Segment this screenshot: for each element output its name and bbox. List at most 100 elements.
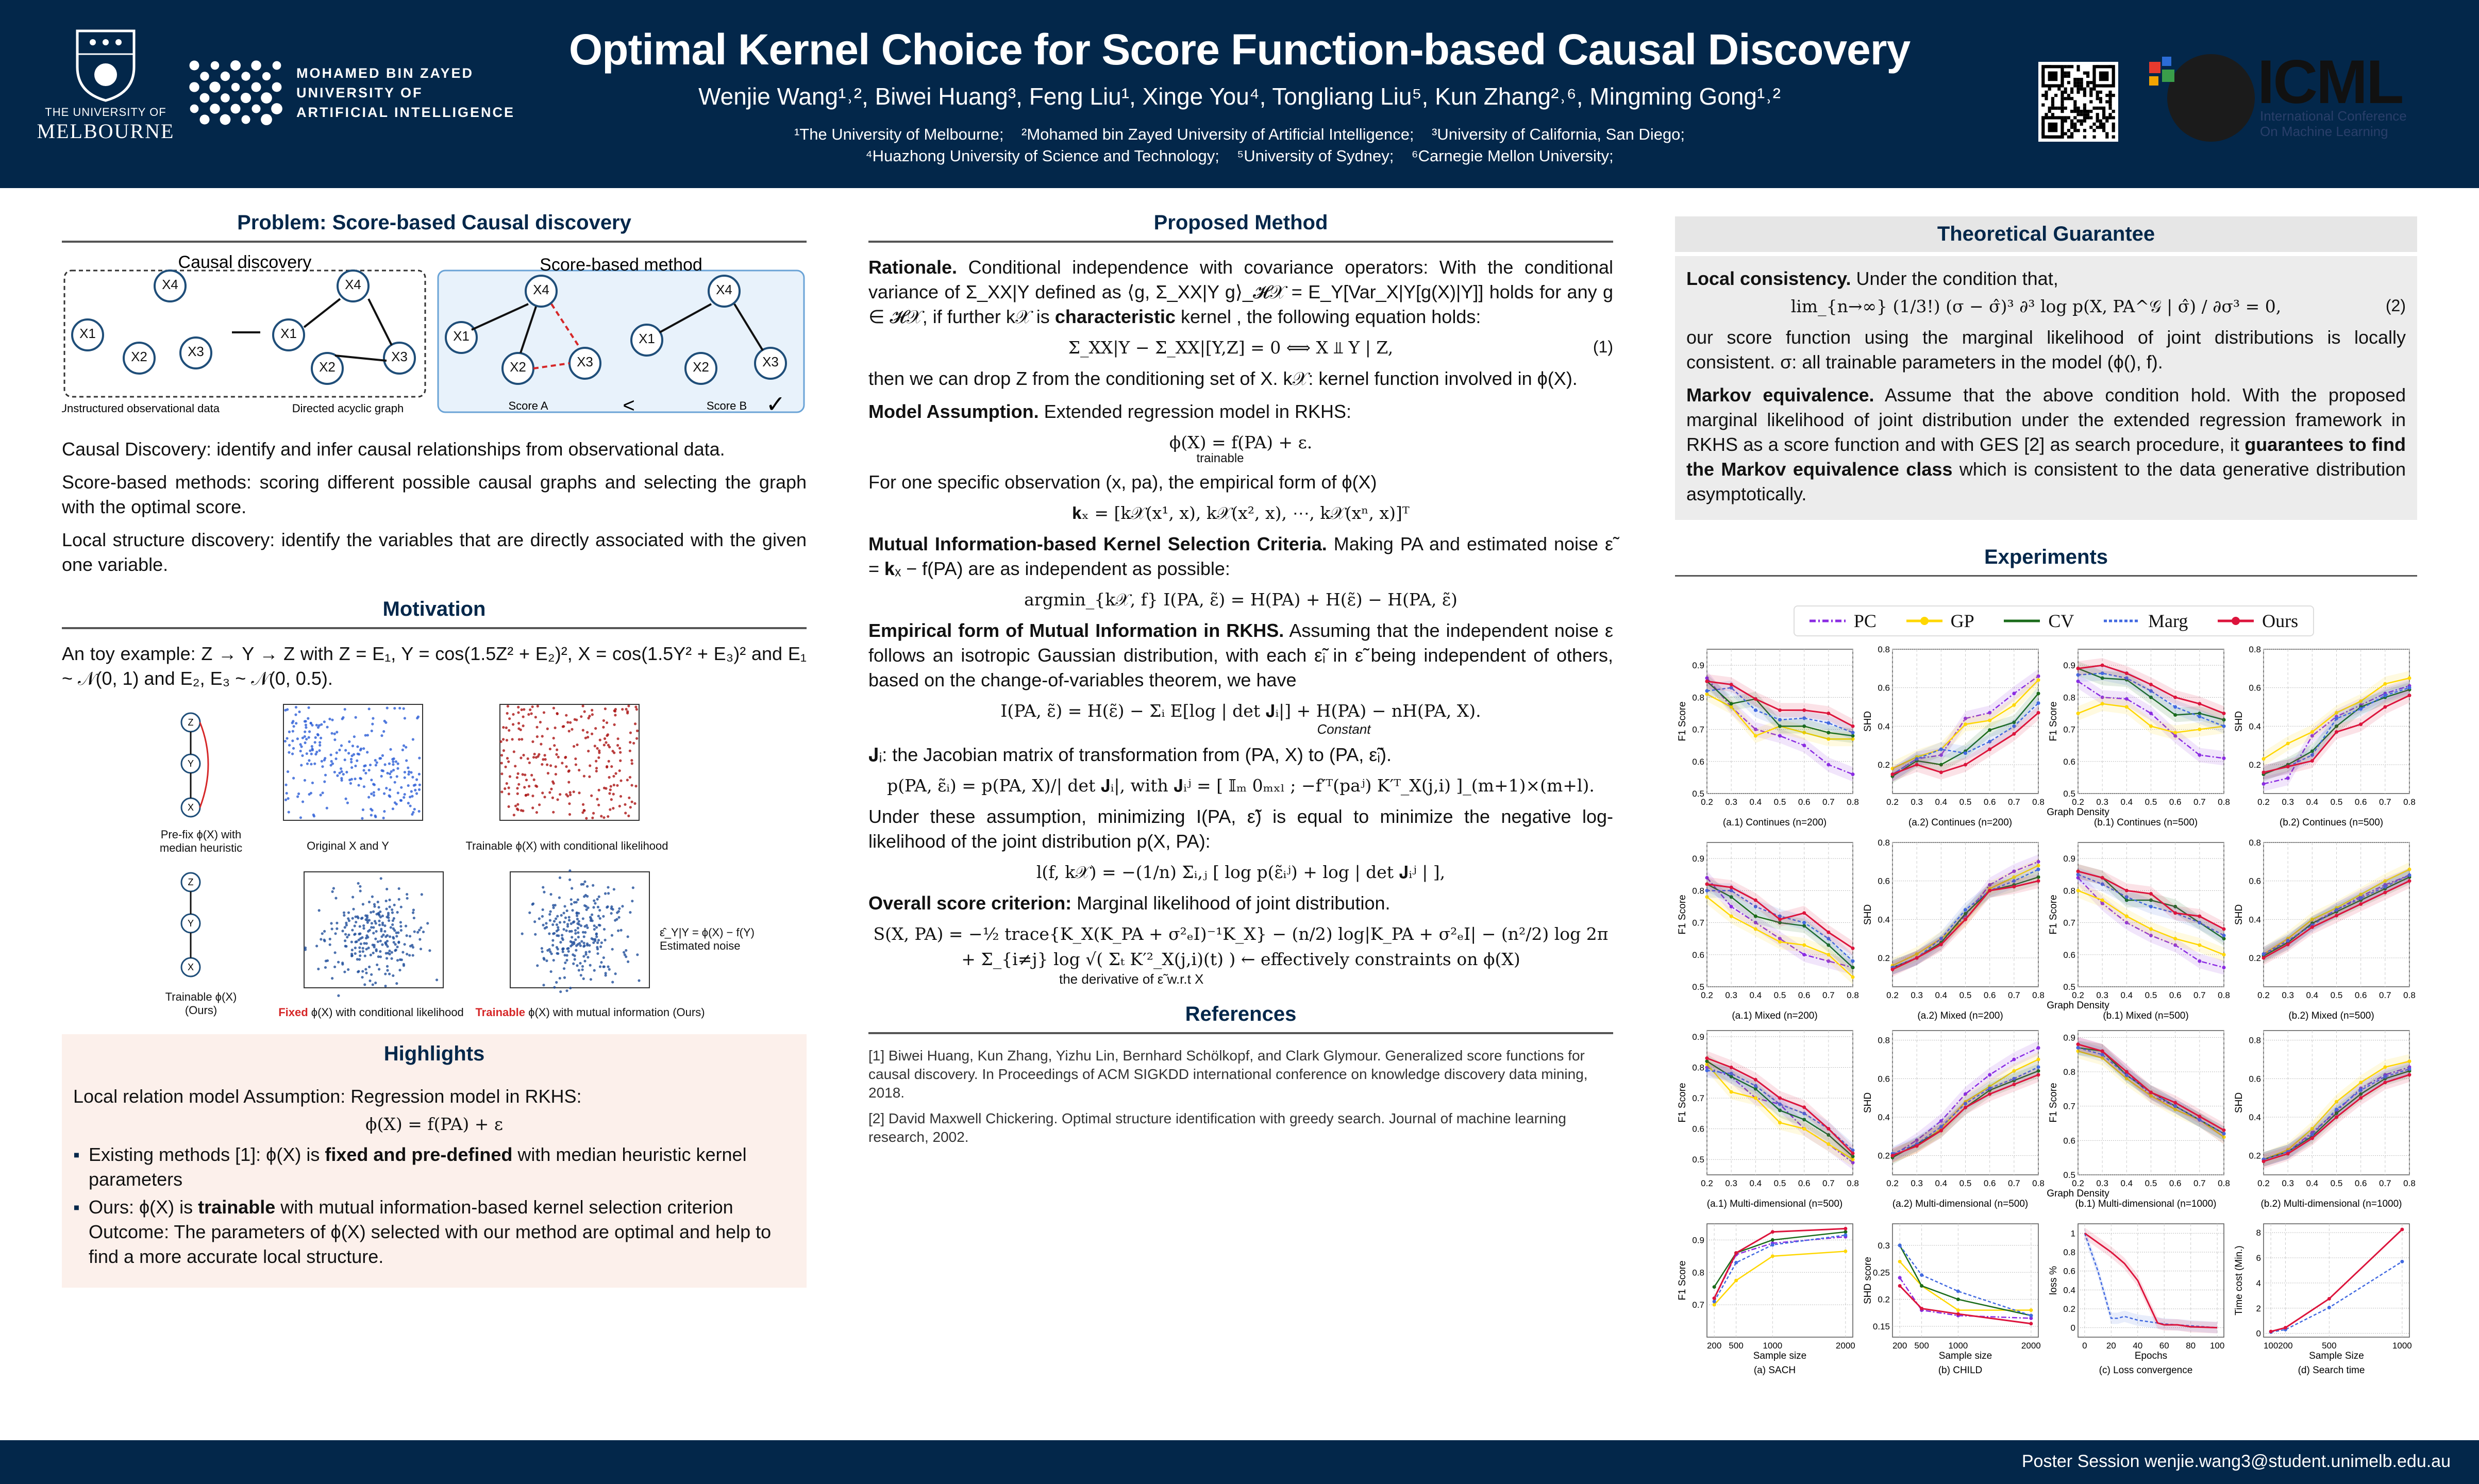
data-point-gp: [2335, 1100, 2338, 1104]
data-point-gp: [2383, 682, 2387, 686]
section-title-problem: Problem: Score-based Causal discovery: [62, 211, 807, 243]
data-point-marg: [2335, 716, 2338, 720]
data-point-marg: [2076, 673, 2080, 677]
chart-10: 0.2 0.3 0.4 0.5 0.6 0.7 0.8 0.5 0.6 0.7 0.8 0.9 F1 S…: [2047, 1030, 2230, 1209]
series-line-cv: [1714, 1231, 1846, 1288]
data-point-marg: [1964, 1102, 1967, 1106]
data-point-marg: [2400, 1259, 2404, 1263]
icml-subtitle-1: International Conference: [2260, 108, 2407, 124]
qr-code-icon[interactable]: [2038, 62, 2118, 142]
data-point-cv: [1939, 763, 1943, 767]
data-point-gp: [1851, 975, 1855, 979]
x-tick-label: 40: [2133, 1341, 2142, 1351]
mbz-line2: UNIVERSITY OF: [296, 85, 423, 100]
icml-logo: ICML International Conference On Machine …: [2139, 46, 2448, 149]
chart-caption: (a.2) Mixed (n=200): [1917, 1010, 2003, 1021]
nll-equation: l(f, k𝒳) = −(1/n) Σᵢ,ⱼ [ log p(ε̃ᵢʲ) + l…: [1036, 862, 1446, 882]
data-point-ours: [2198, 914, 2202, 918]
chart-12: 200 500 1000 2000 0.7 0.8 0.9 F1 Score Sample si…: [1677, 1223, 1855, 1376]
x-tick-label: 0.7: [2193, 990, 2206, 1000]
data-point-gp: [2173, 937, 2177, 941]
data-point-marg: [1851, 959, 1855, 963]
x-tick-label: 1000: [2392, 1341, 2412, 1351]
data-point-ours: [1753, 898, 1757, 902]
affiliations-line1: ¹The University of Melbourne; ²Mohamed b…: [794, 125, 1685, 143]
data-point-cv: [1920, 1284, 1924, 1288]
y-tick-label: 0.5: [2063, 789, 2075, 799]
data-point-ours: [1915, 763, 1919, 767]
label-trainable-mi: Trainable ϕ(X) with mutual information (…: [475, 1006, 705, 1019]
data-point-marg: [2173, 705, 2177, 709]
legend-item-ours: Ours: [2218, 610, 2298, 632]
chart-caption: (b.2) Continues (n=500): [2280, 817, 2383, 828]
x-tick-label: 0.6: [2355, 797, 2367, 807]
node-label: X2: [510, 359, 526, 375]
data-point-ours: [2383, 1081, 2387, 1085]
x-tick-label: 0.5: [2331, 1178, 2343, 1188]
data-point-pc: [1827, 763, 1831, 767]
data-point-ours: [2173, 695, 2177, 699]
x-axis-label: Sample Size: [2309, 1351, 2364, 1361]
x-tick-label: 0.5: [1774, 1178, 1786, 1188]
band-ours: [2078, 864, 2224, 936]
series-line-pc: [1899, 1277, 2031, 1319]
data-point-ours: [1915, 956, 1919, 960]
data-point-cv: [1827, 943, 1831, 947]
data-point-marg: [2100, 882, 2104, 886]
data-point-cv: [1778, 724, 1782, 728]
data-point-cv: [1712, 1285, 1716, 1289]
x-tick-label: 0.5: [2145, 990, 2157, 1000]
y-tick-label: 0.7: [2063, 725, 2075, 735]
data-point-ours: [2335, 914, 2338, 918]
legend-swatch-pc-icon: [1809, 619, 1846, 622]
x-tick-label: 0.3: [1725, 797, 1737, 807]
y-tick-label: 0.8: [1878, 1036, 1890, 1045]
x-axis-label: Graph Density: [2047, 1000, 2109, 1011]
legend-item-pc: PC: [1809, 610, 1877, 632]
y-tick-label: 0.4: [1878, 915, 1890, 924]
y-tick-label: 6: [2256, 1253, 2261, 1263]
data-point-cv: [1729, 1074, 1733, 1078]
chart-caption: (b.1) Continues (n=500): [2094, 817, 2198, 828]
x-tick-label: 0.8: [2218, 1178, 2230, 1188]
uom-line2: MELBOURNE: [37, 120, 175, 143]
local-structure-def: Local structure discovery: identify the …: [62, 529, 807, 575]
data-point-cv: [2173, 713, 2177, 717]
data-point-pc: [1988, 883, 1992, 887]
data-point-marg: [2198, 1118, 2202, 1122]
node-label: X3: [188, 344, 204, 359]
x-axis-label: Graph Density: [2047, 1188, 2109, 1199]
y-tick-label: 0.8: [1878, 645, 1890, 654]
band-marg: [1892, 1059, 2038, 1161]
data-point-gp: [1898, 1259, 1902, 1263]
svg-text:Y: Y: [188, 758, 194, 769]
footer-contact[interactable]: Poster Session wenjie.wang3@student.unim…: [2021, 1452, 2451, 1471]
data-point-cv: [2100, 676, 2104, 680]
series-line-marg: [1714, 1234, 1846, 1302]
y-tick-label: 0.8: [2063, 886, 2075, 896]
data-point-pc: [2222, 966, 2226, 970]
node-label: X4: [716, 282, 732, 297]
score-equation-line1: S(X, PA) = −½ trace{K_X(K_PA + σ²ₑI)⁻¹K_…: [873, 924, 1609, 944]
x-tick-label: 0.2: [2257, 990, 2270, 1000]
series-line-gp: [1714, 1251, 1846, 1305]
data-point-ours: [1827, 711, 1831, 715]
series-line-ours: [1713, 1227, 1846, 1299]
data-point-ours: [2310, 925, 2314, 929]
nll-text: Under these assumption, minimizing I(PA,…: [868, 806, 1613, 852]
x-tick-label: 0.6: [2169, 990, 2182, 1000]
label-prefix-median: Pre-fix ϕ(X) with median heuristic: [159, 828, 243, 854]
data-point-marg: [2036, 1065, 2040, 1069]
data-point-cv: [2036, 875, 2040, 879]
data-point-gp: [1753, 927, 1757, 931]
y-tick-label: 0.6: [1692, 757, 1704, 767]
band-gp: [1707, 1057, 1853, 1167]
data-point-ours: [1778, 708, 1782, 712]
chart-caption: (b.1) Mixed (n=500): [2103, 1010, 2188, 1021]
data-point-marg: [2036, 701, 2040, 705]
y-tick-label: 0.9: [2063, 854, 2075, 864]
data-point-pc: [1705, 1065, 1709, 1069]
data-point-ours: [2383, 705, 2387, 709]
svg-text:Z: Z: [188, 877, 194, 887]
node-label: X3: [762, 354, 779, 369]
